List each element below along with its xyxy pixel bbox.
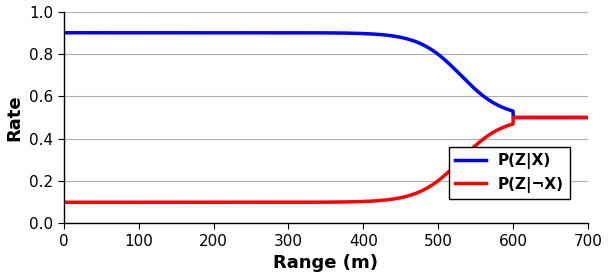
- P(Z|¬X): [301, 200, 308, 204]
- P(Z|¬X): [60, 201, 67, 204]
- P(Z|¬X): [569, 116, 576, 119]
- P(Z|X): [60, 31, 67, 34]
- Line: P(Z|X): P(Z|X): [64, 33, 588, 118]
- P(Z|X): [301, 31, 308, 34]
- P(Z|¬X): [510, 116, 517, 119]
- P(Z|¬X): [473, 143, 480, 146]
- X-axis label: Range (m): Range (m): [274, 254, 378, 272]
- P(Z|X): [569, 116, 576, 119]
- P(Z|¬X): [584, 116, 592, 119]
- P(Z|X): [584, 116, 592, 119]
- P(Z|X): [510, 116, 517, 119]
- P(Z|X): [87, 31, 94, 34]
- P(Z|¬X): [87, 201, 94, 204]
- P(Z|X): [570, 116, 577, 119]
- Line: P(Z|¬X): P(Z|¬X): [64, 118, 588, 202]
- P(Z|X): [315, 31, 322, 34]
- Legend: P(Z|X), P(Z|¬X): P(Z|X), P(Z|¬X): [449, 147, 570, 199]
- P(Z|¬X): [315, 200, 322, 204]
- P(Z|X): [473, 89, 480, 92]
- P(Z|¬X): [570, 116, 577, 119]
- Y-axis label: Rate: Rate: [5, 94, 24, 141]
